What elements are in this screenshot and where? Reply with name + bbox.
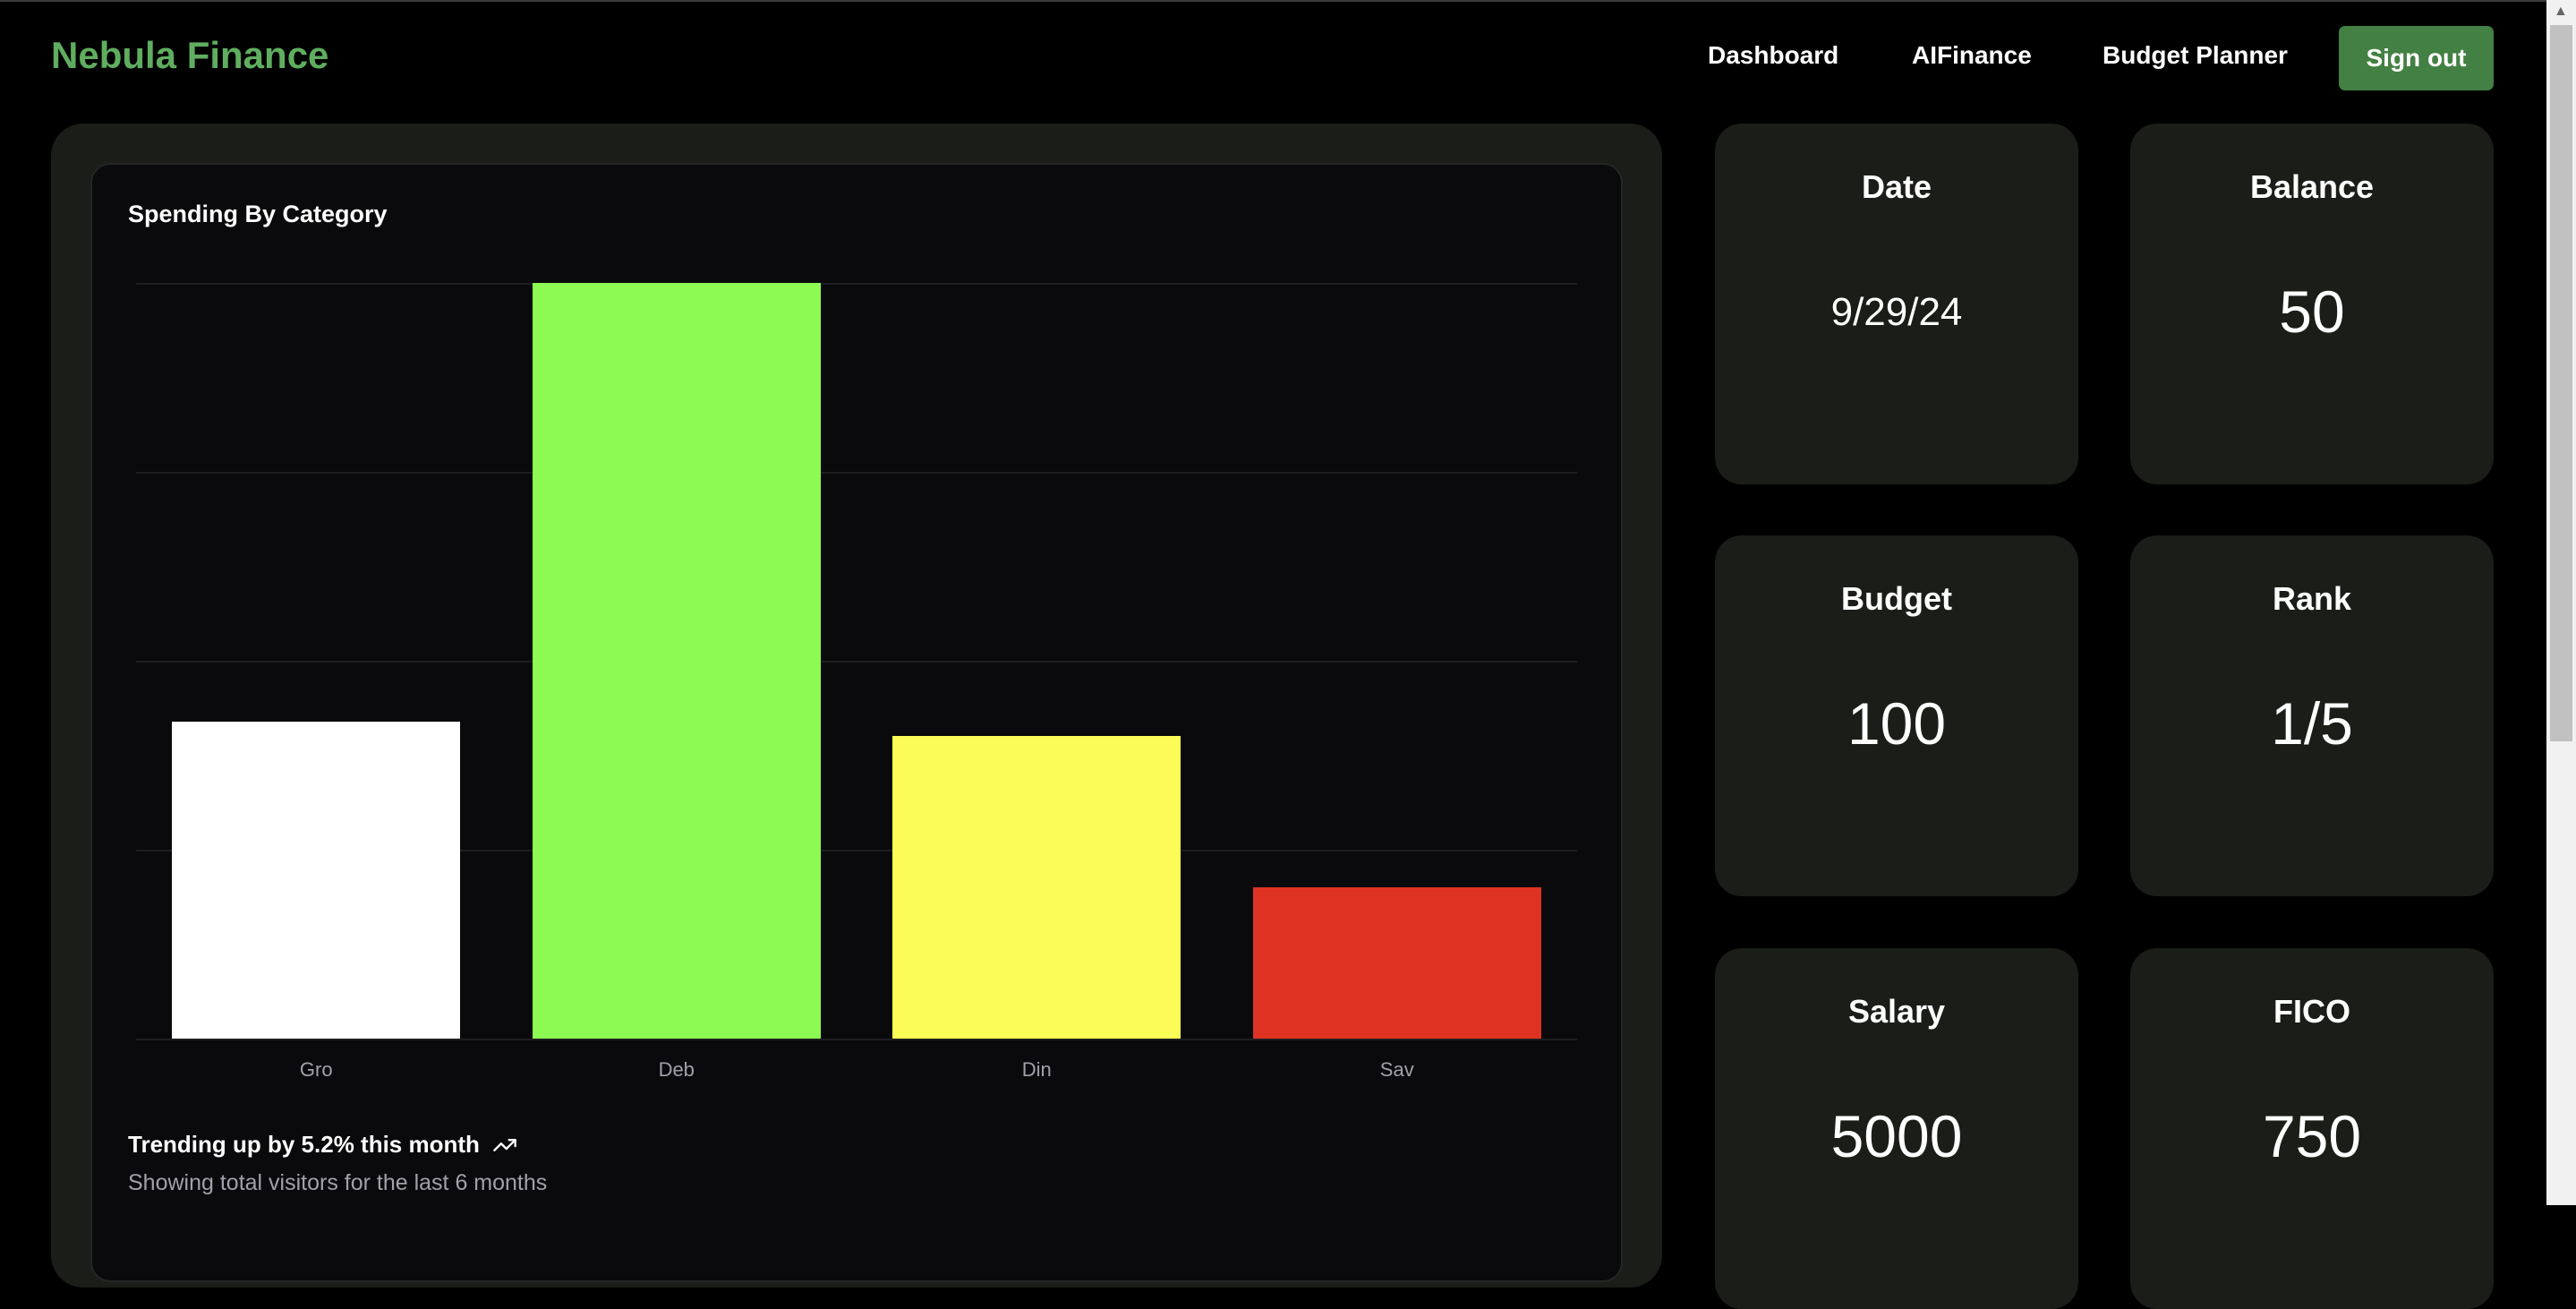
bar-sav[interactable]: [1252, 887, 1541, 1039]
stat-card-budget: Budget 100: [1715, 535, 2078, 896]
scrollbar-thumb[interactable]: [2550, 25, 2572, 741]
gridline: [136, 850, 1577, 851]
stat-value: 1/5: [2271, 690, 2353, 757]
nav-budget-planner[interactable]: Budget Planner: [2103, 41, 2288, 69]
gridline: [136, 661, 1577, 663]
stat-title: Rank: [2272, 580, 2352, 617]
x-tick-label: Deb: [658, 1058, 695, 1081]
bar-gro[interactable]: [172, 721, 461, 1039]
trend-text: Trending up by 5.2% this month: [128, 1131, 517, 1159]
sign-out-button[interactable]: Sign out: [2339, 26, 2494, 90]
gridline: [136, 283, 1577, 285]
window-top-border: [0, 0, 2546, 2]
stat-card-fico: FICO 750: [2130, 948, 2494, 1309]
stat-title: Budget: [1841, 580, 1952, 617]
stat-title: Date: [1861, 168, 1932, 205]
stat-card-date: Date 9/29/24: [1715, 124, 2078, 484]
chart-note: Showing total visitors for the last 6 mo…: [128, 1170, 548, 1195]
stat-value: 50: [2279, 278, 2345, 345]
trending-up-icon: [493, 1138, 516, 1151]
gridline: [136, 472, 1577, 474]
scroll-up-icon[interactable]: ▲: [2554, 4, 2568, 19]
stat-card-salary: Salary 5000: [1715, 948, 2078, 1309]
stat-card-rank: Rank 1/5: [2130, 535, 2494, 896]
x-tick-label: Gro: [299, 1058, 333, 1081]
brand-logo[interactable]: Nebula Finance: [51, 34, 329, 76]
nav-aifinance[interactable]: AIFinance: [1912, 41, 2032, 69]
stat-value: 100: [1847, 690, 1947, 757]
x-tick-label: Din: [1021, 1058, 1052, 1081]
stat-title: Balance: [2249, 168, 2375, 205]
stat-title: FICO: [2273, 993, 2350, 1030]
bar-deb[interactable]: [532, 283, 821, 1039]
x-tick-label: Sav: [1379, 1058, 1414, 1081]
stat-value: 750: [2262, 1103, 2362, 1169]
stat-title: Salary: [1847, 993, 1946, 1030]
stat-card-balance: Balance 50: [2130, 124, 2494, 484]
gridline: [136, 1039, 1577, 1040]
trend-label: Trending up by 5.2% this month: [128, 1131, 480, 1158]
chart-title: Spending By Category: [128, 201, 388, 227]
stat-value: 9/29/24: [1830, 290, 1963, 334]
stat-value: 5000: [1830, 1103, 1963, 1169]
bar-din[interactable]: [892, 736, 1181, 1039]
nav-dashboard[interactable]: Dashboard: [1708, 41, 1839, 69]
